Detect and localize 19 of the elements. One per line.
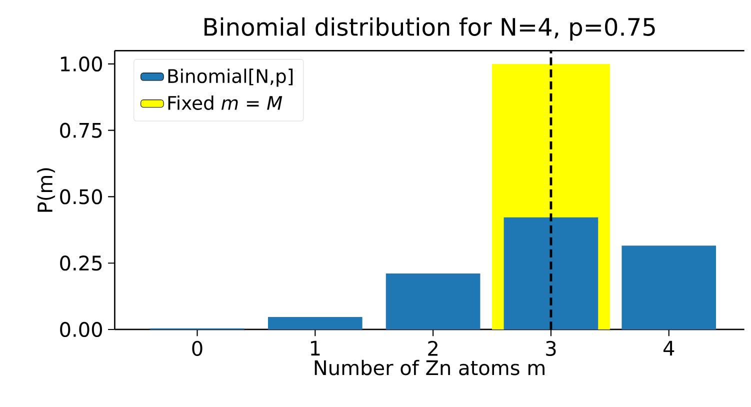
x-tick-label: 0 — [192, 340, 202, 356]
x-tick-label: 4 — [663, 340, 674, 356]
y-tick-label: 0.25 — [60, 256, 102, 271]
y-axis-title: P(m) — [37, 168, 55, 212]
x-tick-label: 2 — [428, 340, 438, 356]
y-tick-label: 0.00 — [60, 322, 102, 338]
bar — [386, 274, 480, 330]
legend-label: Binomial[N,p] — [168, 68, 293, 87]
y-tick-label: 1.00 — [60, 56, 102, 72]
x-tick-label: 3 — [546, 340, 556, 356]
y-tick-label: 0.50 — [60, 189, 102, 204]
bar — [622, 246, 716, 330]
chart-title: Binomial distribution for N=4, p=0.75 — [204, 17, 655, 41]
x-axis-title: Number of Zn atoms m — [314, 360, 544, 376]
bar — [504, 218, 598, 330]
bar — [268, 317, 362, 330]
y-tick-label: 0.75 — [60, 122, 102, 138]
x-tick-label: 1 — [310, 340, 320, 356]
legend-label: Fixed m = M — [168, 96, 282, 110]
